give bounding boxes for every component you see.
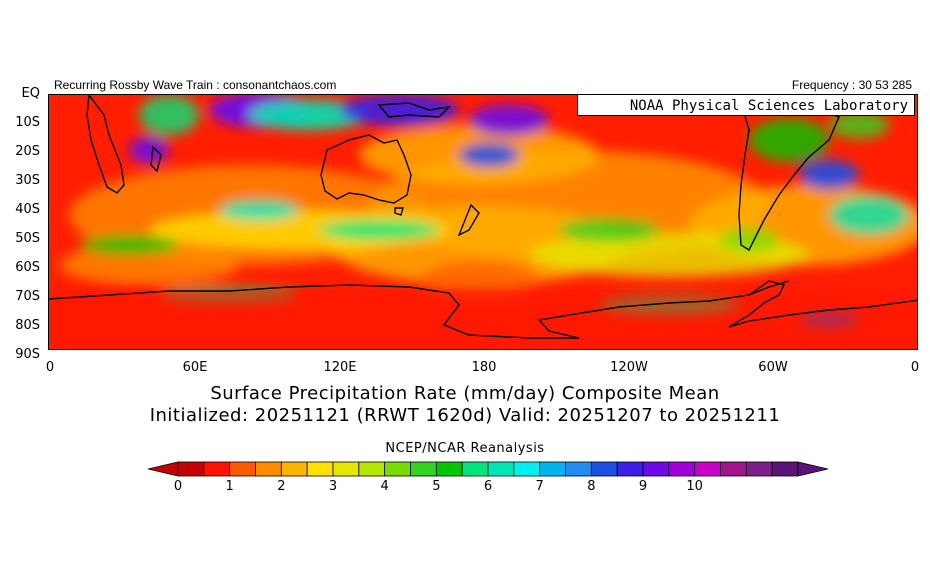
colorbar-cells [148, 461, 828, 477]
org-label: NOAA Physical Sciences Laboratory [577, 94, 915, 116]
colorbar [148, 461, 828, 477]
colorbar-label: 4 [380, 479, 389, 494]
colorbar-cell [203, 461, 231, 477]
lon-label-120w: 120W [610, 360, 648, 375]
colorbar-cell [435, 461, 463, 477]
lat-label-20s: 20S [15, 144, 40, 159]
lon-label-60e: 60E [182, 360, 208, 375]
colorbar-label: 0 [173, 479, 183, 494]
lat-label-70s: 70S [15, 289, 40, 304]
lat-label-40s: 40S [15, 202, 40, 217]
colorbar-cell [461, 461, 489, 477]
lon-label-0: 0 [45, 360, 55, 375]
colorbar-cell [513, 461, 541, 477]
precipitation-map [48, 94, 918, 350]
lat-label-30s: 30S [15, 173, 40, 188]
colorbar-arrow-right [797, 461, 828, 477]
colorbar-cell [358, 461, 386, 477]
lat-label-eq: EQ [21, 86, 40, 101]
data-source: NCEP/NCAR Reanalysis [385, 441, 545, 456]
precipitation-map-svg [49, 95, 917, 349]
colorbar-cell [771, 461, 799, 477]
colorbar-arrow-left [148, 461, 179, 477]
lon-label-60w: 60W [758, 360, 788, 375]
colorbar-cell [487, 461, 515, 477]
lat-label-50s: 50S [15, 231, 40, 246]
header-left-text: Recurring Rossby Wave Train : consonantc… [54, 78, 337, 92]
colorbar-label: 9 [638, 479, 648, 494]
precip-field [59, 95, 917, 328]
colorbar-label: 6 [483, 479, 493, 494]
colorbar-cell [229, 461, 256, 477]
lat-label-10s: 10S [15, 115, 40, 130]
chart-subtitle: Initialized: 20251121 (RRWT 1620d) Valid… [149, 405, 781, 426]
colorbar-cell [410, 461, 437, 477]
colorbar-cell [280, 461, 308, 477]
colorbar-label: 5 [432, 479, 441, 494]
lat-label-80s: 80S [15, 318, 40, 333]
lat-label-90s: 90S [15, 347, 40, 362]
colorbar-cell [255, 461, 282, 477]
colorbar-cell [694, 461, 721, 477]
colorbar-cell [332, 461, 360, 477]
lon-label-180: 180 [471, 360, 497, 375]
colorbar-label: 8 [587, 479, 596, 494]
coastlines [49, 95, 917, 339]
colorbar-cell [306, 461, 334, 477]
colorbar-label: 1 [225, 479, 234, 494]
colorbar-cell [565, 461, 592, 477]
colorbar-cell [177, 461, 205, 477]
colorbar-label: 3 [328, 479, 338, 494]
lat-label-60s: 60S [15, 260, 40, 275]
lon-label-0-end: 0 [910, 360, 920, 375]
colorbar-label: 7 [535, 479, 544, 494]
colorbar-cell [720, 461, 747, 477]
colorbar-label: 2 [277, 479, 286, 494]
colorbar-cell [642, 461, 670, 477]
header-frequency-text: Frequency : 30 53 285 [791, 78, 912, 92]
colorbar-cell [539, 461, 566, 477]
colorbar-cell [616, 461, 644, 477]
colorbar-cell [384, 461, 411, 477]
colorbar-label: 10 [686, 479, 703, 494]
lon-label-120e: 120E [323, 360, 357, 375]
colorbar-cell [668, 461, 696, 477]
chart-title: Surface Precipitation Rate (mm/day) Comp… [210, 383, 720, 404]
colorbar-cell [745, 461, 773, 477]
colorbar-cell [590, 461, 618, 477]
